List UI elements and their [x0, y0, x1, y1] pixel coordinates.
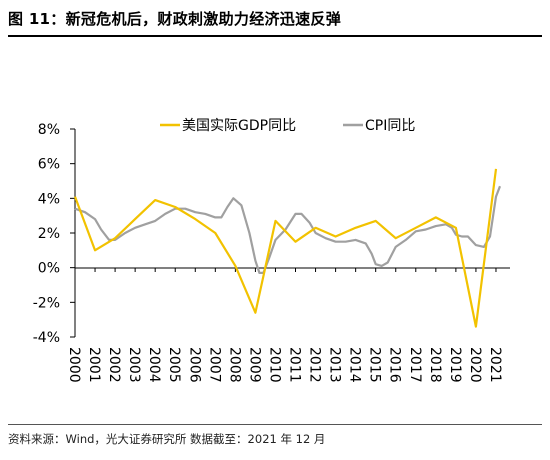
x-tick-label: 2002: [106, 347, 122, 383]
legend-label: 美国实际GDP同比: [182, 118, 296, 134]
x-tick-label: 2001: [86, 347, 102, 383]
x-tick-label: 2017: [407, 347, 423, 383]
series-line-0: [73, 168, 498, 328]
x-tick-label: 2003: [126, 347, 142, 383]
y-tick-label: 2%: [38, 226, 60, 242]
x-tick-label: 2000: [66, 347, 82, 383]
x-tick-label: 2007: [206, 347, 222, 383]
x-tick-label: 2016: [387, 347, 403, 383]
x-tick-label: 2005: [166, 347, 182, 383]
x-tick-label: 2019: [447, 347, 463, 383]
x-tick-label: 2020: [467, 347, 483, 383]
x-tick-label: 2015: [367, 347, 383, 383]
x-tick-label: 2012: [307, 347, 323, 383]
x-tick-label: 2009: [246, 347, 262, 383]
x-tick-label: 2018: [427, 347, 443, 383]
y-tick-label: -4%: [33, 330, 60, 346]
x-tick-label: 2008: [226, 347, 242, 383]
legend-label: CPI同比: [365, 118, 415, 134]
y-tick-label: -2%: [33, 295, 60, 311]
y-tick-label: 8%: [38, 122, 60, 138]
y-tick-label: 0%: [38, 261, 60, 277]
x-tick-label: 2010: [266, 347, 282, 383]
x-tick-label: 2011: [287, 347, 303, 383]
x-tick-label: 2014: [347, 347, 363, 383]
series-line-1: [74, 185, 502, 274]
chart-title: 图 11：新冠危机后，财政刺激助力经济迅速反弹: [8, 10, 341, 28]
x-tick-label: 2021: [487, 347, 503, 383]
x-tick-label: 2013: [327, 347, 343, 383]
y-tick-label: 4%: [38, 191, 60, 207]
source-note: 资料来源：Wind，光大证券研究所 数据截至：2021 年 12 月: [8, 424, 542, 447]
x-tick-label: 2006: [186, 347, 202, 383]
title-bar: 图 11：新冠危机后，财政刺激助力经济迅速反弹: [8, 8, 542, 37]
y-tick-label: 6%: [38, 157, 60, 173]
x-tick-label: 2004: [146, 347, 162, 383]
